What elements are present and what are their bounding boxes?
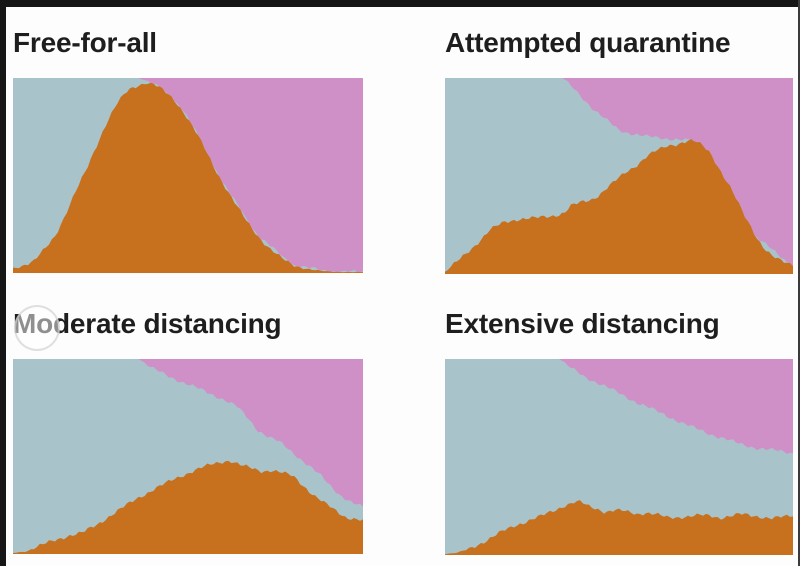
panel-extensive-distancing: Extensive distancing <box>445 308 793 555</box>
area-chart-free-for-all <box>13 78 363 273</box>
panel-title-moderate-distancing: Moderate distancing <box>13 308 282 339</box>
area-chart-extensive-distancing <box>445 359 793 555</box>
area-chart-attempted-quarantine <box>445 78 793 274</box>
panel-moderate-distancing: Moderate distancing <box>13 308 363 554</box>
panel-free-for-all: Free-for-all <box>13 27 363 273</box>
frame-border-left <box>0 0 6 566</box>
frame-border-top <box>0 0 800 7</box>
panel-title-free-for-all: Free-for-all <box>13 27 157 58</box>
page-gridline-horizontal-3 <box>6 561 798 563</box>
frame-border-right <box>798 0 800 566</box>
area-chart-moderate-distancing <box>13 359 363 554</box>
panel-title-attempted-quarantine: Attempted quarantine <box>445 27 731 58</box>
panel-attempted-quarantine: Attempted quarantine <box>445 27 793 274</box>
panel-title-extensive-distancing: Extensive distancing <box>445 308 720 339</box>
